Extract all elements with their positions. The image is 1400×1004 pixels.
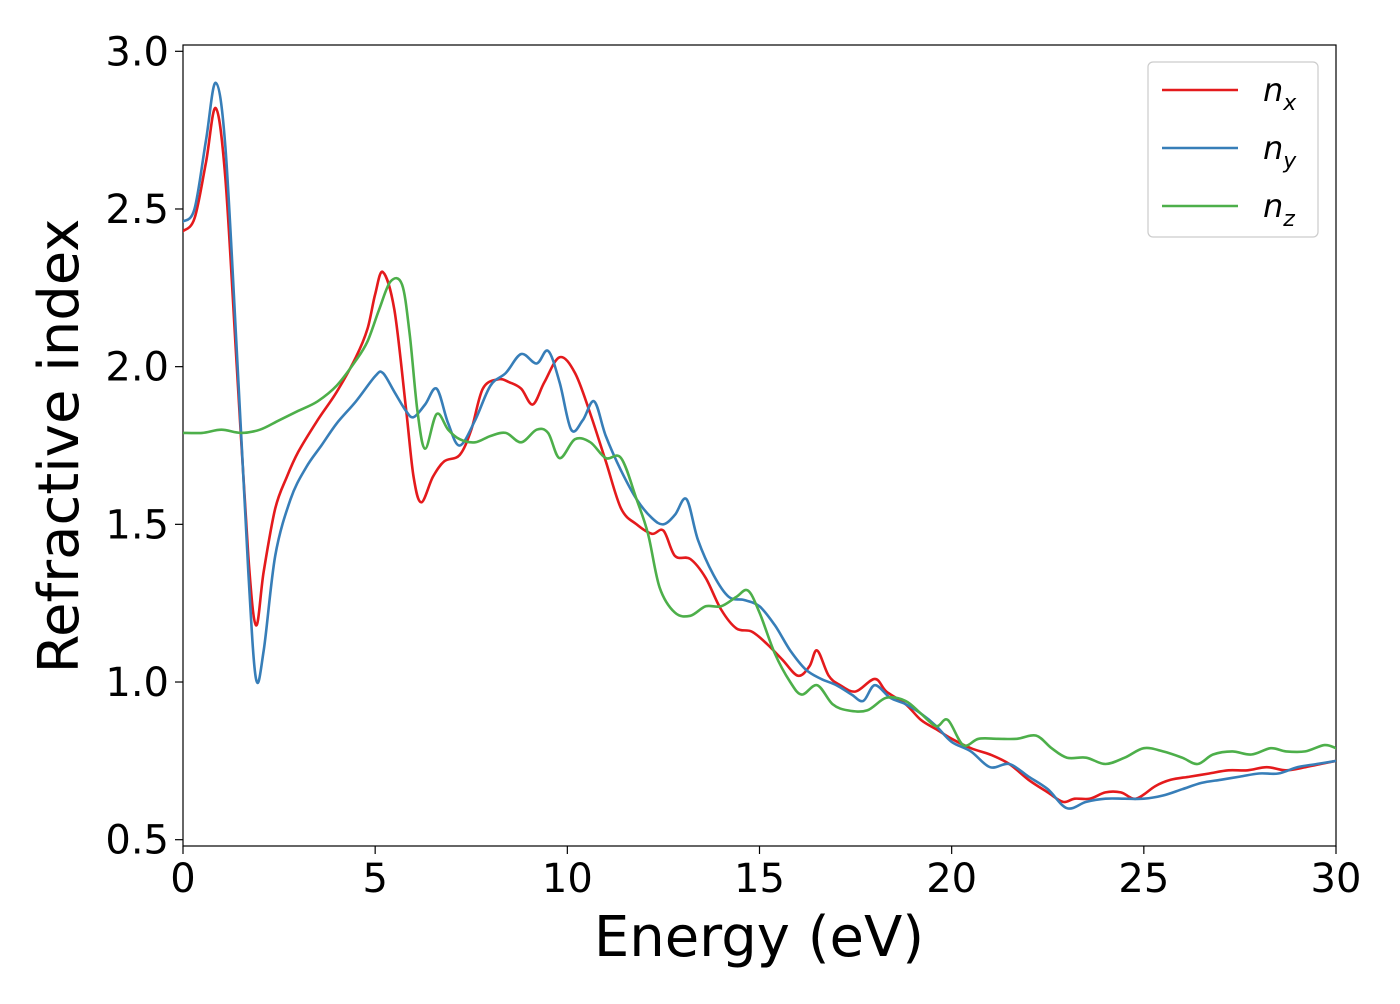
legend-label-subscript: x: [1282, 91, 1297, 116]
x-tick-label: 30: [1311, 856, 1362, 902]
x-axis-title: Energy (eV): [594, 905, 924, 970]
x-tick-label: 5: [362, 856, 387, 902]
legend-label-ny: ny: [1263, 129, 1297, 174]
x-tick-label: 25: [1118, 856, 1169, 902]
y-axis-title: Refractive index: [27, 219, 92, 674]
y-tick-label: 1.5: [105, 502, 169, 548]
legend-label-nx: nx: [1263, 71, 1297, 116]
series-line-nz: [183, 276, 1336, 766]
legend-label-subscript: z: [1282, 207, 1295, 232]
legend-label-subscript: y: [1282, 149, 1297, 174]
y-tick-label: 3.0: [105, 29, 169, 75]
x-tick-label: 0: [170, 856, 195, 902]
y-axis: 0.5 1.0 1.5 2.0 2.5 3.0: [105, 29, 183, 864]
y-tick-label: 2.5: [105, 187, 169, 233]
legend-label-base: n: [1263, 129, 1283, 167]
series-line-ny: [183, 81, 1336, 810]
y-tick-label: 0.5: [105, 818, 169, 864]
legend-frame: [1147, 61, 1319, 238]
y-tick-label: 1.0: [105, 660, 169, 706]
plot-area: [182, 44, 1337, 847]
x-tick-label: 10: [542, 856, 593, 902]
x-tick-label: 15: [734, 856, 785, 902]
legend-label-base: n: [1263, 187, 1283, 225]
x-tick-label: 20: [926, 856, 977, 902]
y-tick-label: 2.0: [105, 345, 169, 391]
x-axis: 0 5 10 15 20 25 30: [170, 846, 1361, 902]
legend-label-base: n: [1263, 71, 1283, 109]
series-line-nx: [183, 106, 1336, 804]
series-layer: [183, 81, 1336, 810]
legend-label-nz: nz: [1263, 187, 1295, 232]
